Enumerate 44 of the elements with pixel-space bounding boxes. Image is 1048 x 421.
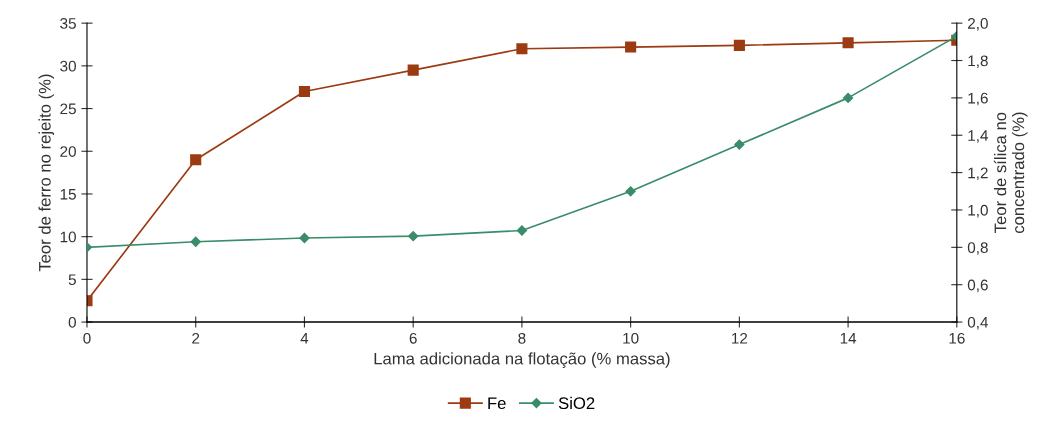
y2-tick-label: 1,8: [968, 55, 988, 69]
x-tick-label: 16: [949, 332, 965, 344]
x-tick-label: 8: [518, 332, 526, 344]
x-tick-label: 0: [83, 332, 91, 344]
y2-tick-label: 0,4: [967, 316, 989, 330]
point: [842, 37, 854, 49]
point: [190, 236, 201, 247]
point: [625, 41, 637, 53]
y-tick-label: 30: [60, 60, 76, 72]
point: [516, 43, 528, 55]
point: [516, 225, 528, 236]
y-tick-label: 35: [60, 18, 76, 29]
y2-tick-label: 2,0: [968, 18, 988, 31]
y2-tick-label: 1,0: [968, 204, 988, 218]
y2-tick-label: 1,6: [968, 92, 988, 106]
y-tick-label: 5: [68, 274, 76, 286]
x-tick-label: 2: [192, 332, 200, 344]
y-tick-label: 25: [60, 103, 76, 115]
y2-tick-label: 1,4: [968, 130, 989, 143]
legend-label: Fe: [488, 397, 506, 410]
x-tick-label: 4: [300, 333, 309, 344]
y-tick-label: 20: [60, 146, 76, 157]
y-axis-title: Teor de ferro no rejeito (%): [38, 74, 55, 272]
point: [408, 231, 419, 242]
x-tick-label: 10: [623, 332, 639, 344]
point: [625, 186, 636, 197]
point: [842, 92, 854, 103]
x-tick-label: 6: [409, 332, 417, 344]
x-tick-label: 12: [732, 332, 748, 344]
point: [733, 39, 745, 51]
legend-label: SiO2: [558, 396, 595, 410]
x-axis-title: Lama adicionada na flotação (% massa): [374, 352, 670, 368]
y2-axis-title: Teor de sílica no concentrado (%): [993, 112, 1028, 234]
y-tick-label: 15: [60, 188, 76, 200]
point: [734, 139, 745, 150]
x-tick-label: 14: [840, 333, 857, 344]
point: [298, 85, 311, 98]
y2-tick-label: 0,8: [967, 242, 988, 255]
y-tick-label: 10: [60, 231, 76, 243]
y2-tick-label: 0,6: [967, 279, 988, 293]
point: [407, 64, 419, 76]
y-tick-label: 0: [68, 316, 76, 328]
point: [190, 154, 202, 166]
y2-tick-label: 1,2: [968, 167, 988, 181]
